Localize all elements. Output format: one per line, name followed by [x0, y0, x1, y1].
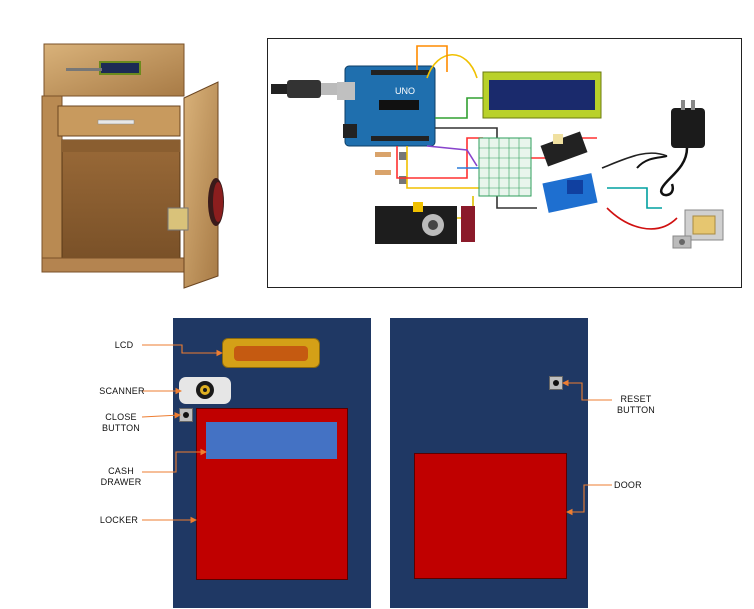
arduino-label: UNO [395, 86, 415, 96]
scanner-label: SCANNER [99, 386, 145, 396]
solenoid-lock-icon [167, 207, 189, 231]
lcd-screen [234, 346, 308, 361]
close-button-label: CLOSE BUTTON [101, 412, 141, 433]
door-label: DOOR [614, 480, 642, 490]
lcd-module [482, 71, 602, 119]
solenoid-lock-icon [672, 209, 724, 249]
cabinet-photo [41, 43, 224, 289]
breadboard [478, 137, 532, 197]
fingerprint-scanner-icon [179, 377, 231, 404]
power-supply-module [540, 131, 588, 167]
cash-drawer [206, 422, 337, 459]
door [414, 453, 567, 579]
locker-label: LOCKER [99, 515, 139, 525]
push-button-icon [399, 176, 407, 184]
arduino-board: UNO [337, 65, 436, 147]
scanner-module [375, 202, 475, 244]
relay-module [542, 173, 598, 213]
reset-button-label: RESET BUTTON [616, 394, 656, 415]
push-button-icon [183, 412, 189, 418]
lcd-label: LCD [114, 340, 134, 350]
power-adapter-icon [636, 100, 705, 197]
push-button-icon [553, 380, 559, 386]
push-button-icon [399, 152, 407, 160]
circuit-diagram: UNO [271, 45, 724, 249]
cash-drawer-label: CASH DRAWER [100, 466, 142, 487]
lcd-display [222, 338, 320, 368]
